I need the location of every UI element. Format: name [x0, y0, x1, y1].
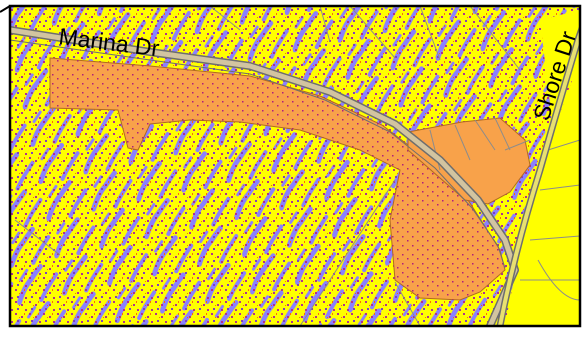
- corner-tick: [0, 5, 11, 13]
- map-border: [8, 4, 582, 328]
- highlighted-parcels[interactable]: [49, 57, 531, 301]
- parcel-east[interactable]: [407, 117, 531, 205]
- northeast-upland: [540, 10, 580, 120]
- shore-dr-road[interactable]: [496, 20, 585, 326]
- east-upland: [505, 60, 580, 326]
- parcel-large-texture: [50, 58, 505, 300]
- marina-dr-road[interactable]: [10, 26, 519, 326]
